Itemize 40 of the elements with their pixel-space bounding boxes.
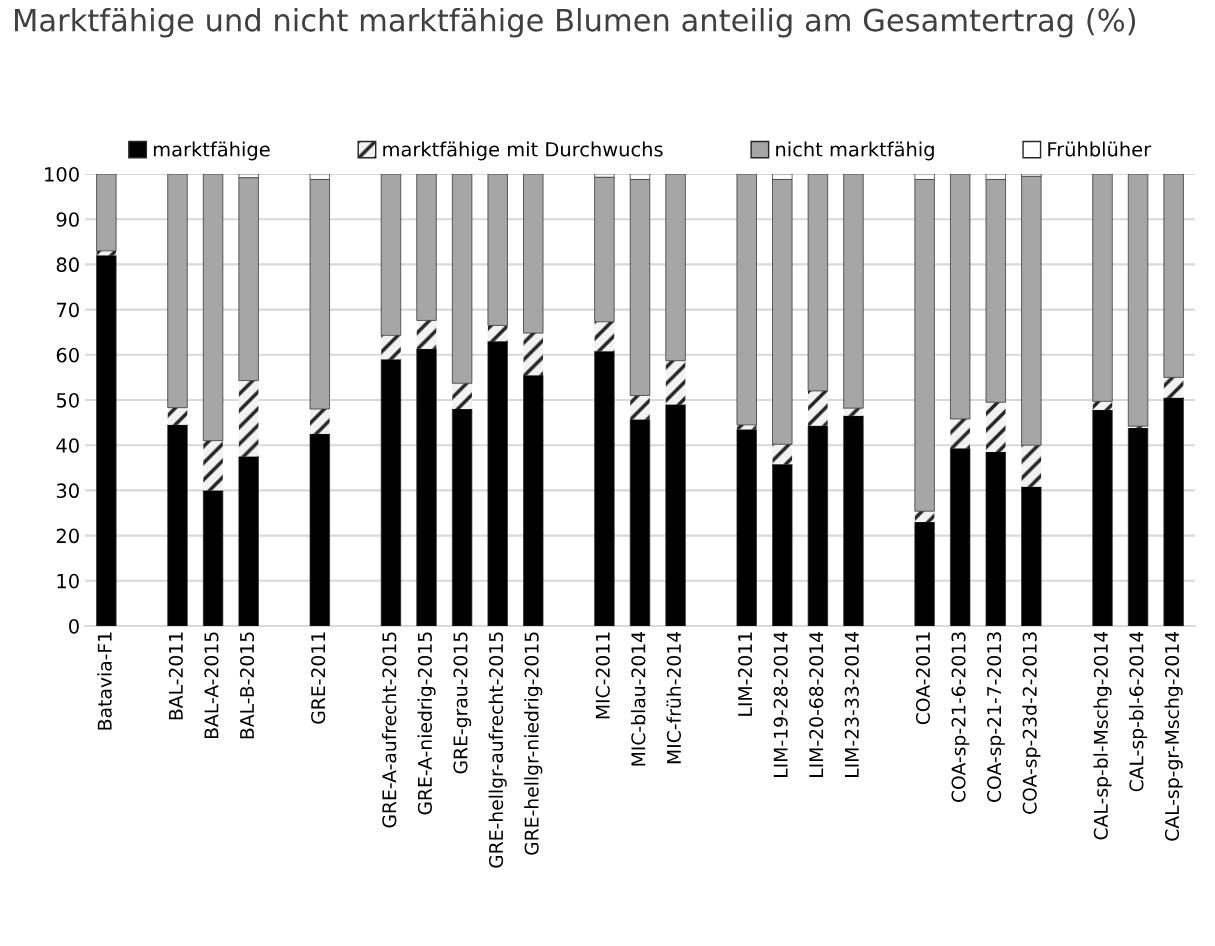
- x-tick-label: CAL-sp-gr-Mschg-2014: [1164, 631, 1183, 841]
- x-tick-label: COA-sp-21-6-2013: [951, 632, 970, 802]
- legend-label: marktfähige mit Durchwuchs: [383, 141, 663, 161]
- x-tick-label: CAL-sp-bl-Mschg-2014: [1093, 631, 1112, 840]
- x-tick-label: LIM-2011: [737, 632, 753, 716]
- x-tick-label: COA-sp-21-7-2013: [987, 632, 1005, 802]
- x-tick-label: BAL-2011: [168, 632, 183, 720]
- x-tick-label: MIC-blau-2014: [630, 631, 646, 766]
- x-tick-label: COA-2011: [915, 632, 931, 725]
- legend-label: marktfähige: [153, 141, 270, 161]
- y-tick-label: 20: [56, 528, 79, 544]
- y-tick-label: 0: [69, 618, 79, 634]
- x-tick-label: LIM-20-68-2014: [809, 631, 824, 777]
- x-tick-label: GRE-hellgr-aufrecht-2015: [488, 632, 507, 868]
- x-tick-label: BAL-A-2015: [204, 632, 219, 739]
- y-tick-label: 40: [56, 438, 79, 453]
- legend-label: Frühblüher: [1048, 141, 1152, 157]
- x-tick-label: MIC-2011: [595, 632, 610, 719]
- legend-label: nicht marktfähig: [776, 141, 934, 161]
- y-tick-label: 90: [56, 212, 79, 227]
- chart-title: Marktfähige und nicht marktfähige Blumen anteilig am Gesamtertrag (%): [15, 8, 1136, 38]
- x-tick-label: COA-sp-23d-2-2013: [1022, 632, 1041, 814]
- x-tick-label: GRE-2011: [311, 632, 326, 724]
- x-tick-label: GRE-grau-2015: [453, 632, 472, 774]
- x-tick-label: MIC-früh-2014: [666, 631, 682, 764]
- x-tick-label: GRE-A-niedrig-2015: [417, 632, 436, 815]
- x-tick-label: CAL-sp-bl-6-2014: [1129, 631, 1148, 792]
- y-tick-label: 30: [56, 483, 79, 499]
- y-tick-label: 70: [56, 302, 79, 318]
- y-tick-label: 10: [57, 573, 79, 589]
- x-tick-label: GRE-hellgr-niedrig-2015: [524, 632, 543, 855]
- y-tick-label: 60: [56, 347, 79, 363]
- y-tick-label: 80: [56, 257, 79, 273]
- x-tick-label: LIM-23-33-2014: [844, 631, 859, 777]
- x-tick-label: GRE-A-aufrecht-2015: [381, 632, 397, 828]
- x-tick-label: Batavia-F1: [97, 632, 112, 730]
- x-tick-label: BAL-B-2015: [239, 632, 255, 739]
- y-tick-label: 50: [56, 392, 79, 408]
- x-tick-label: LIM-19-28-2014: [773, 631, 788, 777]
- y-tick-label: 100: [45, 166, 79, 182]
